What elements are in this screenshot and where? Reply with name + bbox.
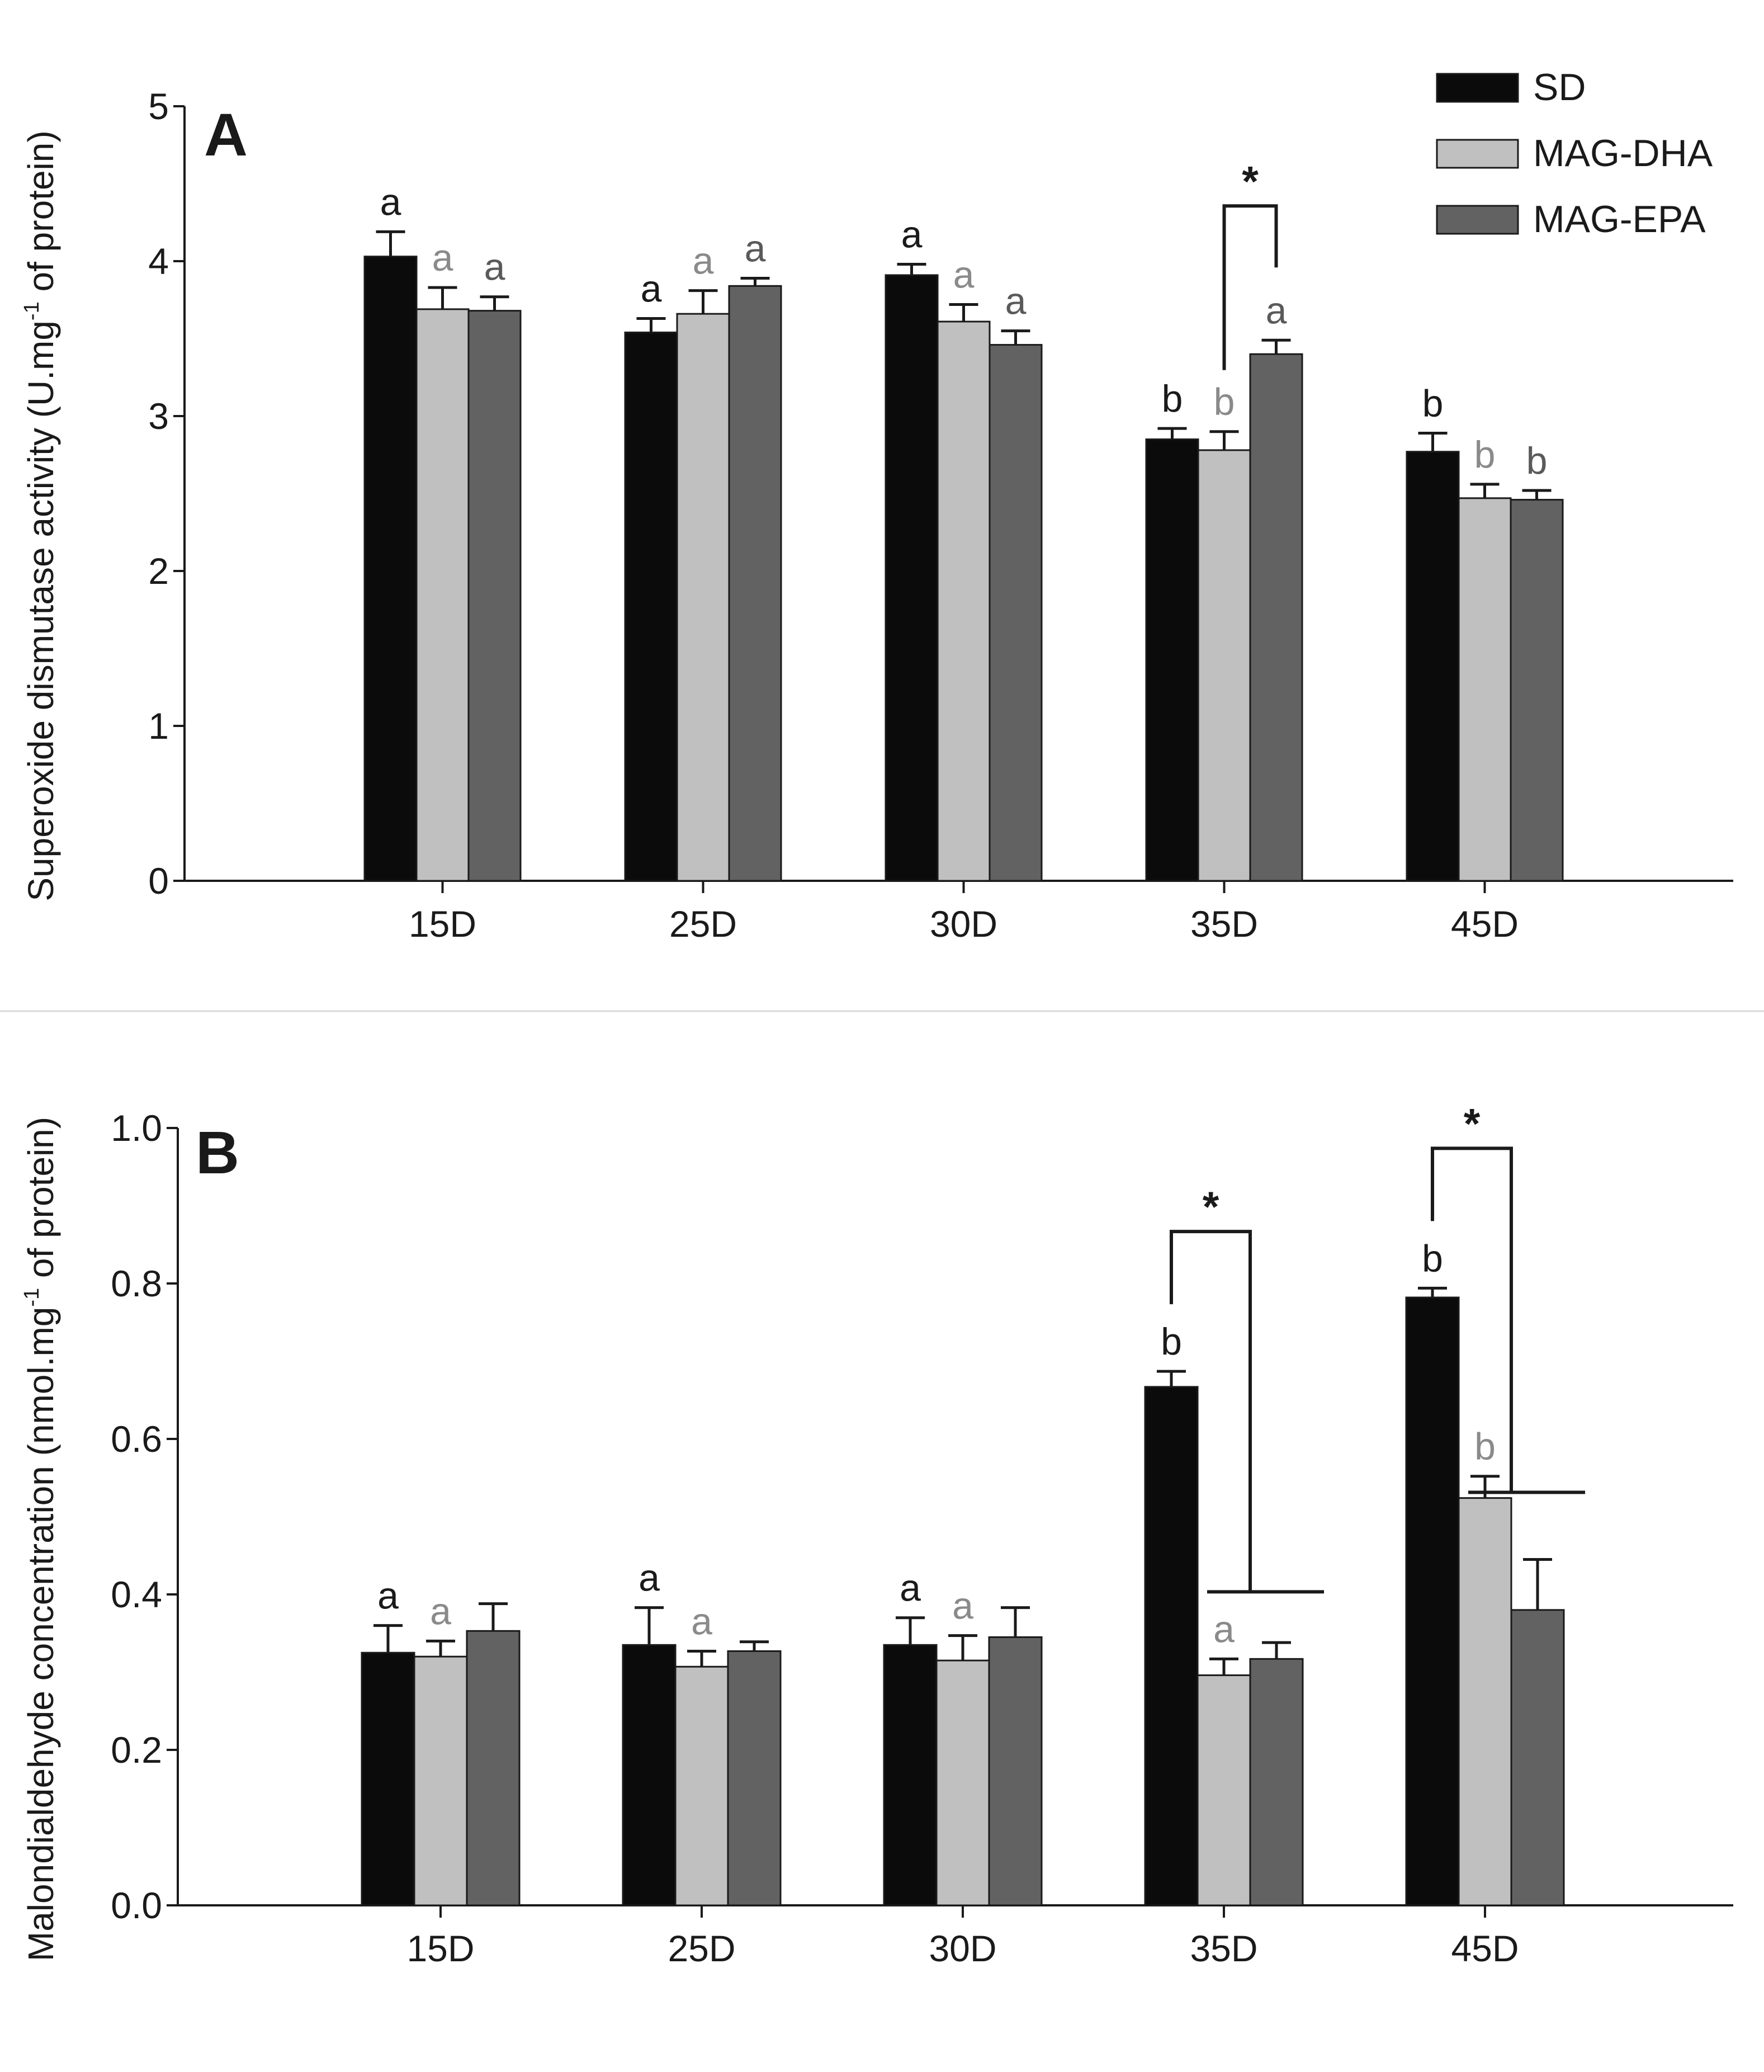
bar-mag-epa-35d: [1249, 1658, 1304, 1906]
y-axis-label: Superoxide dismutase activity (U.mg-1 of…: [20, 130, 61, 901]
significance-letter: a: [745, 227, 766, 270]
x-tick-label: 15D: [406, 1928, 474, 1969]
significance-letter: a: [900, 1567, 921, 1610]
x-tick-label: 25D: [669, 903, 737, 945]
bar-mag-dha-35d: [1197, 1674, 1251, 1906]
significance-letter: b: [1422, 1237, 1443, 1280]
legend-label: MAG-EPA: [1533, 198, 1706, 240]
legend-swatch-sd: [1436, 73, 1519, 103]
bar-mag-epa-45d: [1510, 499, 1564, 882]
bar-sd-15d: [361, 1651, 415, 1906]
significance-letter: a: [1005, 280, 1027, 323]
significance-letter: a: [1266, 289, 1287, 332]
legend-label: MAG-DHA: [1533, 132, 1713, 174]
x-tick-label: 15D: [409, 903, 476, 945]
bar-sd-25d: [624, 331, 678, 882]
bar-mag-dha-35d: [1197, 449, 1251, 882]
chart-panel-b: 0.0 0.2 0.4 0.6 0.8 1.0 Malondialdehyde concen…: [20, 1100, 1733, 1969]
y-tick-label: 0.8: [111, 1263, 162, 1304]
bar-mag-dha-15d: [415, 308, 470, 882]
x-tick-label: 30D: [929, 1928, 996, 1969]
bar-mag-epa-15d: [467, 310, 522, 882]
x-tick-label: 45D: [1451, 903, 1519, 945]
y-tick-label: 1.0: [111, 1107, 162, 1149]
significance-letter: a: [641, 267, 662, 310]
significance-letter: a: [430, 1590, 451, 1632]
legend-swatch-mag-epa: [1436, 205, 1519, 235]
bar-mag-epa-30d: [988, 1636, 1043, 1906]
bar-sd-35d: [1144, 1386, 1199, 1906]
significance-letter: b: [1422, 382, 1444, 424]
significance-star: *: [1464, 1100, 1481, 1148]
significance-letter: b: [1474, 1426, 1496, 1468]
bar-mag-dha-15d: [413, 1655, 468, 1906]
panel-letter: A: [204, 101, 248, 168]
significance-letter: a: [1213, 1608, 1235, 1650]
x-tick-label: 25D: [668, 1928, 735, 1969]
significance-letter: a: [952, 1585, 973, 1627]
significance-letter: b: [1162, 377, 1183, 420]
significance-letter: b: [1161, 1320, 1182, 1363]
bar-mag-dha-25d: [676, 313, 730, 882]
significance-letter: a: [693, 240, 714, 282]
significance-letter: a: [953, 254, 975, 296]
significance-letter: a: [901, 214, 923, 256]
significance-letter: a: [377, 1575, 399, 1617]
significance-letter: a: [484, 246, 505, 289]
bar-sd-45d: [1406, 451, 1460, 882]
significance-star: *: [1242, 158, 1259, 205]
significance-letter: a: [639, 1557, 660, 1599]
bar-sd-35d: [1145, 438, 1199, 882]
y-tick-label: 4: [148, 240, 169, 282]
bar-mag-epa-25d: [728, 285, 782, 882]
significance-star: *: [1203, 1183, 1219, 1231]
y-tick-label: 3: [148, 395, 169, 437]
x-tick-label: 35D: [1190, 1928, 1257, 1969]
x-tick-label: 35D: [1190, 903, 1258, 945]
y-tick-label: 0.6: [111, 1418, 162, 1460]
significance-letter: b: [1526, 440, 1548, 482]
y-tick-label: 1: [148, 705, 169, 747]
bar-sd-15d: [363, 256, 418, 882]
bar-sd-30d: [885, 274, 939, 882]
significance-letter: a: [691, 1600, 712, 1643]
chart-panel-a: 0 1 2 3 4 5 Superoxide dismutase activity (U.m…: [20, 86, 1733, 945]
y-axis-label: Malondialdehyde concentration (nmol.mg-1…: [20, 1117, 61, 1961]
significance-bracket: [1222, 204, 1278, 370]
significance-letter: a: [432, 237, 453, 279]
bar-mag-epa-25d: [727, 1650, 782, 1906]
bar-mag-dha-25d: [674, 1665, 729, 1906]
y-tick-label: 0.4: [111, 1574, 162, 1615]
bar-sd-30d: [883, 1644, 938, 1906]
bar-mag-epa-45d: [1510, 1609, 1565, 1906]
bar-mag-epa-30d: [989, 344, 1043, 882]
significance-bracket: [1170, 1230, 1252, 1592]
bar-mag-epa-35d: [1249, 353, 1303, 882]
legend-label: SD: [1533, 66, 1586, 108]
y-tick-label: 2: [148, 550, 169, 592]
y-tick-label: 5: [148, 86, 169, 127]
x-tick-label: 30D: [930, 903, 997, 945]
bar-mag-epa-15d: [466, 1630, 521, 1906]
significance-letter: b: [1214, 381, 1235, 423]
bar-mag-dha-30d: [937, 320, 991, 882]
y-tick-label: 0.2: [111, 1729, 162, 1771]
legend: SD MAG-DHA MAG-EPA: [1436, 66, 1713, 240]
panel-letter: B: [196, 1118, 239, 1186]
bar-sd-25d: [622, 1644, 677, 1906]
bar-mag-dha-45d: [1458, 497, 1512, 882]
bar-mag-dha-45d: [1458, 1497, 1512, 1906]
y-tick-label: 0: [148, 860, 169, 902]
significance-letter: b: [1474, 433, 1496, 476]
y-tick-label: 0.0: [111, 1885, 162, 1926]
significance-letter: a: [380, 181, 401, 223]
bar-sd-45d: [1405, 1296, 1460, 1906]
bar-mag-dha-30d: [935, 1659, 990, 1906]
significance-bracket: [1431, 1146, 1513, 1493]
legend-swatch-mag-dha: [1436, 139, 1519, 169]
x-tick-label: 45D: [1451, 1928, 1519, 1969]
